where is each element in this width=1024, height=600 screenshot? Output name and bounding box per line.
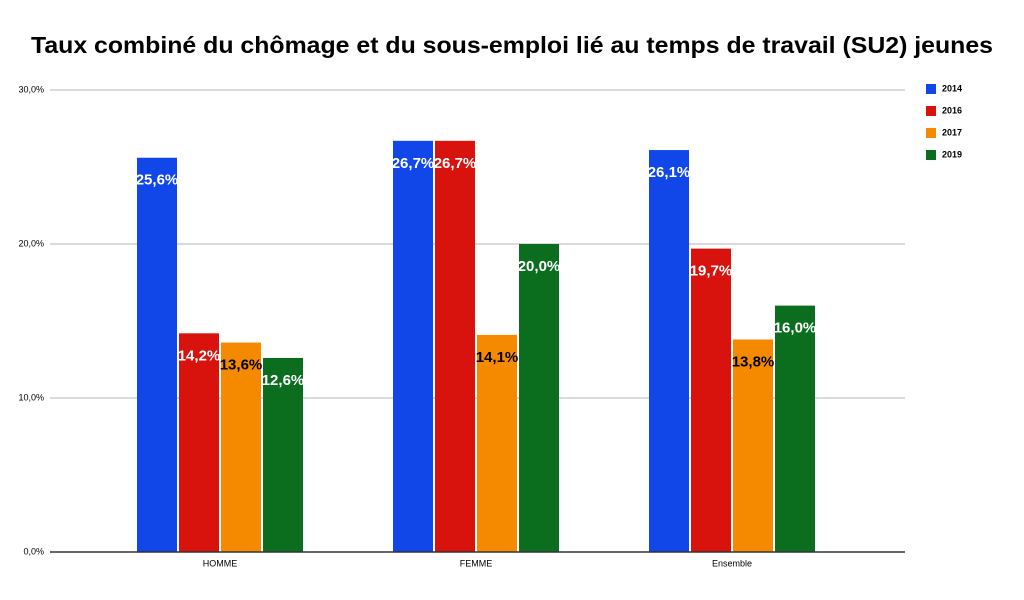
legend-label: 2017 <box>942 127 962 137</box>
value-label: 26,7% <box>434 155 477 172</box>
bar <box>649 150 689 552</box>
value-label: 12,6% <box>262 372 305 389</box>
bar <box>519 244 559 552</box>
y-tick-label: 20,0% <box>18 238 44 248</box>
x-tick-label: FEMME <box>460 558 493 568</box>
bar <box>775 305 815 552</box>
bar <box>691 248 731 552</box>
legend-swatch <box>926 106 936 116</box>
value-label: 16,0% <box>774 320 817 337</box>
legend-swatch <box>926 150 936 160</box>
bar <box>221 342 261 552</box>
legend-swatch <box>926 128 936 138</box>
value-label: 26,7% <box>392 155 435 172</box>
legend-label: 2019 <box>942 149 962 159</box>
value-label: 26,1% <box>648 164 691 181</box>
value-label: 19,7% <box>690 263 733 280</box>
value-label: 14,1% <box>476 349 519 366</box>
y-tick-label: 10,0% <box>18 392 44 402</box>
y-tick-label: 30,0% <box>18 84 44 94</box>
x-tick-label: Ensemble <box>712 558 752 568</box>
value-label: 14,2% <box>178 347 221 364</box>
chart-title: Taux combiné du chômage et du sous-emplo… <box>31 32 993 58</box>
value-label: 13,8% <box>732 353 775 370</box>
value-label: 25,6% <box>136 172 179 189</box>
bar <box>137 157 177 552</box>
bar <box>435 140 475 552</box>
x-tick-label: HOMME <box>203 558 238 568</box>
bar <box>263 357 303 552</box>
value-label: 20,0% <box>518 258 561 275</box>
bar <box>477 334 517 552</box>
legend-label: 2016 <box>942 105 962 115</box>
y-tick-label: 0,0% <box>23 546 44 556</box>
legend-label: 2014 <box>942 83 962 93</box>
bar <box>393 140 433 552</box>
legend-swatch <box>926 84 936 94</box>
value-label: 13,6% <box>220 357 263 374</box>
bar <box>179 333 219 552</box>
bar <box>733 339 773 552</box>
